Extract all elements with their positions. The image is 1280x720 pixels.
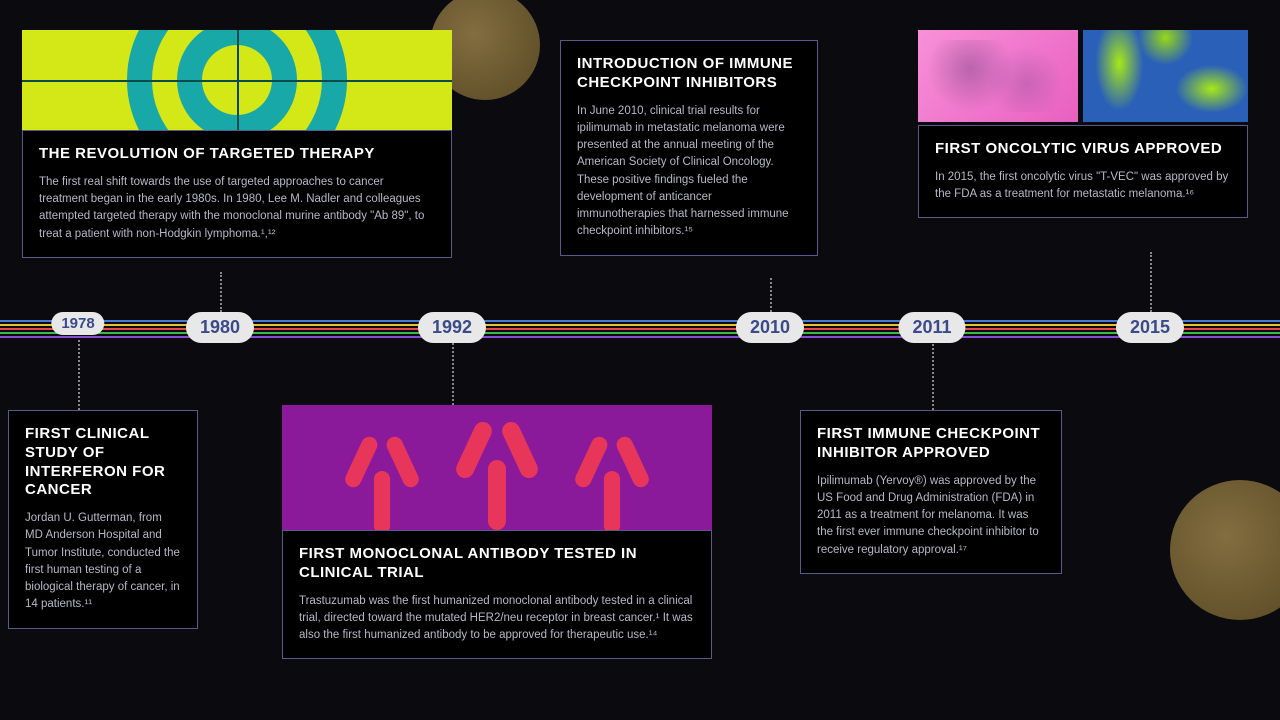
oncolytic-image-2 (1083, 30, 1248, 122)
card-interferon: FIRST CLINICAL STUDY OF INTERFERON FOR C… (8, 410, 198, 629)
card-checkpoint-intro: INTRODUCTION OF IMMUNE CHECKPOINT INHIBI… (560, 40, 818, 256)
connector (78, 340, 80, 410)
card-title: FIRST IMMUNE CHECKPOINT INHIBITOR APPROV… (817, 425, 1045, 463)
card-title: FIRST ONCOLYTIC VIRUS APPROVED (935, 140, 1231, 159)
card-oncolytic: FIRST ONCOLYTIC VIRUS APPROVED In 2015, … (918, 125, 1248, 218)
card-title: FIRST MONOCLONAL ANTIBODY TESTED IN CLIN… (299, 545, 695, 583)
year-2010: 2010 (736, 312, 804, 343)
connector (452, 340, 454, 405)
connector (1150, 252, 1152, 312)
card-body: In 2015, the first oncolytic virus "T-VE… (935, 169, 1231, 204)
year-2015: 2015 (1116, 312, 1184, 343)
year-2011: 2011 (898, 312, 965, 343)
targeted-therapy-image (22, 30, 452, 130)
card-title: INTRODUCTION OF IMMUNE CHECKPOINT INHIBI… (577, 55, 801, 93)
oncolytic-image-1 (918, 30, 1078, 122)
year-1992: 1992 (418, 312, 486, 343)
year-1978: 1978 (51, 312, 104, 335)
card-monoclonal: FIRST MONOCLONAL ANTIBODY TESTED IN CLIN… (282, 530, 712, 659)
connector (932, 340, 934, 410)
card-body: The first real shift towards the use of … (39, 174, 435, 243)
connector (220, 272, 222, 312)
card-title: THE REVOLUTION OF TARGETED THERAPY (39, 145, 435, 164)
card-body: Trastuzumab was the first humanized mono… (299, 593, 695, 645)
virus-decoration (1170, 480, 1280, 620)
connector (770, 278, 772, 312)
card-body: In June 2010, clinical trial results for… (577, 103, 801, 241)
monoclonal-image (282, 405, 712, 530)
year-1980: 1980 (186, 312, 254, 343)
card-title: FIRST CLINICAL STUDY OF INTERFERON FOR C… (25, 425, 181, 500)
card-targeted-therapy: THE REVOLUTION OF TARGETED THERAPY The f… (22, 130, 452, 258)
card-checkpoint-approved: FIRST IMMUNE CHECKPOINT INHIBITOR APPROV… (800, 410, 1062, 574)
card-body: Ipilimumab (Yervoy®) was approved by the… (817, 473, 1045, 559)
card-body: Jordan U. Gutterman, from MD Anderson Ho… (25, 510, 181, 614)
